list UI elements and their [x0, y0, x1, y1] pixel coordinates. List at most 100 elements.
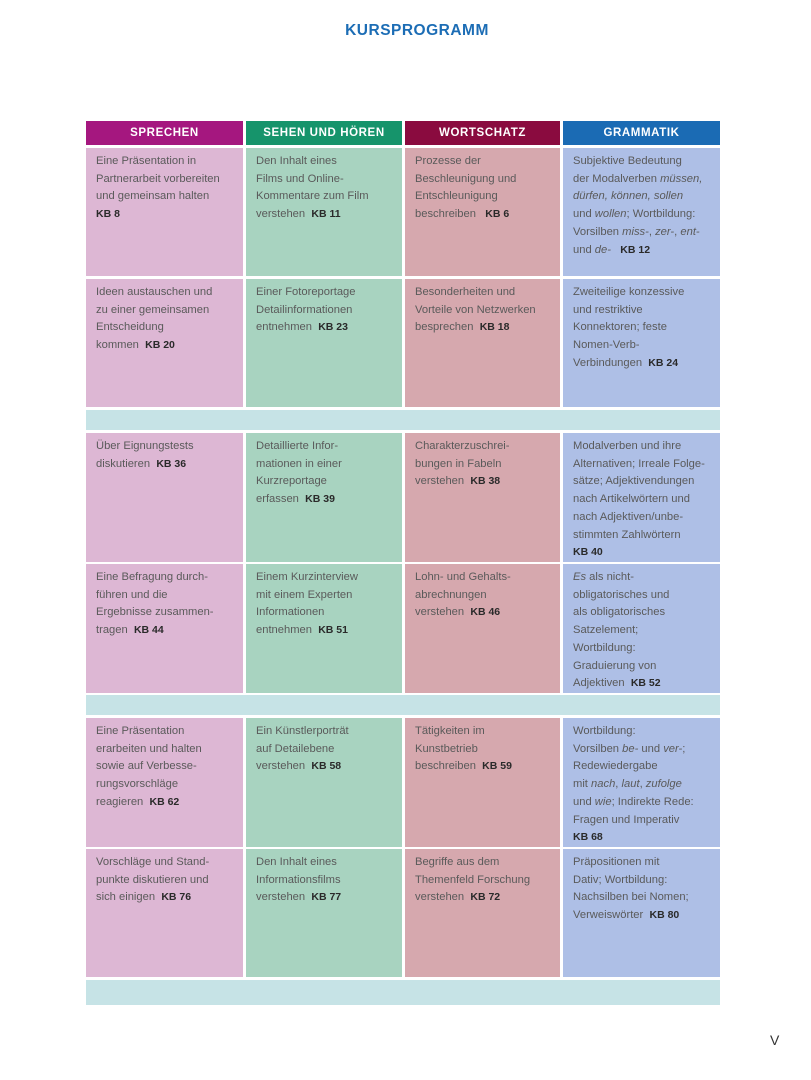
cell-text: verstehen [415, 475, 471, 488]
cell-line: Kommentare zum Film [256, 188, 394, 206]
cell-sehen-und-hoeren: Den Inhalt eines Films und Online- Komment… [246, 148, 402, 276]
cell-text: sich einigen [96, 891, 162, 904]
cell-text: zer- [655, 225, 675, 238]
cell-line: Kunstbetrieb [415, 741, 552, 759]
cell-line: Eine Befragung durch- [96, 569, 235, 587]
cell-text: zu einer gemeinsamen [96, 303, 210, 316]
cell-line: als obligatorisches [573, 604, 712, 622]
cell-line: Films und Online- [256, 171, 394, 189]
cell-line: Redewiedergabe [573, 758, 712, 776]
cell-line: Entschleunigung [415, 188, 552, 206]
cell-text: entnehmen [256, 624, 319, 637]
page-number: V [770, 1032, 780, 1048]
kb-reference: KB 80 [649, 909, 680, 922]
table-header-row: SPRECHEN SEHEN UND HÖREN WORTSCHATZ GRAMMAT… [86, 121, 720, 145]
cell-line: Detaillierte Infor- [256, 438, 394, 456]
cell-sprechen: Vorschläge und Stand-punkte diskutieren … [86, 849, 243, 977]
table-row: Eine Befragung durch-führen und die Ergeb… [86, 564, 720, 693]
cell-line: kommen KB 20 [96, 337, 235, 355]
cell-text: tragen [96, 624, 134, 637]
cell-line: der Modalverben müssen, [573, 171, 712, 189]
cell-line: Einem Kurzinterview [256, 569, 394, 587]
cell-text: Eine Präsentation in [96, 155, 197, 167]
kb-reference: KB 52 [630, 677, 661, 690]
cell-line: Nomen-Verb- [573, 337, 712, 355]
cell-text: obligatorisches und [573, 588, 670, 601]
cell-line: erarbeiten und halten [96, 741, 235, 759]
cell-line: dürfen, können, sollen [573, 188, 712, 206]
cell-text: Präpositionen mit [573, 856, 660, 868]
cell-text: Graduierung von [573, 659, 657, 672]
cell-text: Tätigkeiten im [415, 725, 485, 737]
cell-line: Detailinformationen [256, 302, 394, 320]
cell-line: Informationen [256, 604, 394, 622]
cell-text: Es [573, 571, 587, 583]
cell-line: erfassen KB 39 [256, 491, 394, 509]
cell-text: reagieren [96, 795, 150, 808]
table-row: Eine Präsentation in Partnerarbeit vorber… [86, 148, 720, 276]
cell-text: führen und die [96, 588, 168, 601]
cell-text: zufolge [645, 778, 682, 791]
cell-text: verstehen [256, 760, 312, 773]
cell-line: Vorteile von Netzwerken [415, 302, 552, 320]
cell-line: und restriktive [573, 302, 712, 320]
cell-line: abrechnungen [415, 587, 552, 605]
table-row: Über Eignungstests diskutieren KB 36 Detai… [86, 433, 720, 562]
cell-line: mit einem Experten [256, 587, 394, 605]
cell-line: Subjektive Bedeutung [573, 153, 712, 171]
kb-reference: KB 11 [311, 208, 341, 221]
cell-text: Prozesse der [415, 155, 481, 167]
cell-text: Themenfeld Forschung [415, 873, 531, 886]
cell-line: Graduierung von [573, 658, 712, 676]
cell-text: als nicht- [586, 571, 634, 583]
cell-line: entnehmen KB 51 [256, 622, 394, 640]
cell-line: mit nach, laut, zufolge [573, 776, 712, 794]
cell-text: rungsvorschläge [96, 778, 179, 791]
cell-text: Eine Befragung durch- [96, 571, 208, 583]
cell-text: wie [594, 795, 612, 808]
cell-line: diskutieren KB 36 [96, 456, 235, 474]
cell-text: müssen, [660, 172, 703, 185]
cell-line: Themenfeld Forschung [415, 872, 552, 890]
cell-line: Prozesse der [415, 153, 552, 171]
kb-reference: KB 77 [311, 891, 342, 904]
cell-text: abrechnungen [415, 588, 487, 601]
kb-reference: KB 76 [161, 891, 192, 904]
cell-text: als obligatorisches [573, 606, 666, 619]
cell-text: laut [621, 778, 640, 791]
cell-text: Einem Kurzinterview [256, 571, 358, 583]
cell-text: Einer Fotoreportage [256, 286, 356, 298]
cell-text: Eine Präsentation [96, 725, 185, 737]
cell-wortschatz: Charakterzuschrei-bungen in Fabeln verste… [405, 433, 560, 562]
cell-line: KB 68 [573, 829, 712, 847]
kb-reference: KB 6 [485, 208, 510, 221]
kb-reference: KB 40 [573, 546, 603, 559]
kb-reference: KB 39 [305, 493, 335, 506]
cell-line: Nachsilben bei Nomen; [573, 889, 712, 907]
cell-text: nach [591, 778, 616, 791]
cell-text: Vorsilben [573, 742, 623, 755]
cell-sprechen: Eine Befragung durch-führen und die Ergeb… [86, 564, 243, 693]
cell-line: KB 40 [573, 544, 712, 562]
cell-line: punkte diskutieren und [96, 872, 235, 890]
cell-grammatik: Modalverben und ihre Alternativen; Irreal… [563, 433, 720, 562]
cell-line: sowie auf Verbesse- [96, 758, 235, 776]
cell-text: Entscheidung [96, 321, 164, 334]
cell-line: Eine Präsentation in [96, 153, 235, 171]
cell-line: sätze; Adjektivendungen [573, 473, 712, 491]
cell-text: Lohn- und Gehalts- [415, 571, 511, 583]
cell-line: verstehen KB 46 [415, 604, 552, 622]
cell-grammatik: Zweiteilige konzessive und restriktive Kon… [563, 279, 720, 407]
cell-text: Kunstbetrieb [415, 742, 478, 755]
cell-line: reagieren KB 62 [96, 794, 235, 812]
cell-text: Vorsilben [573, 225, 623, 238]
cell-text: stimmten Zahlwörtern [573, 528, 681, 541]
cell-text: Informationsfilms [256, 873, 341, 886]
cell-text: Detailinformationen [256, 303, 353, 316]
cell-text: und [573, 795, 595, 808]
cell-line: Vorsilben be- und ver-; [573, 741, 712, 759]
cell-sprechen: Eine Präsentation in Partnerarbeit vorber… [86, 148, 243, 276]
cell-text: Partnerarbeit vorbereiten [96, 172, 220, 185]
cell-text: wollen [594, 208, 627, 221]
cell-line: Ergebnisse zusammen- [96, 604, 235, 622]
